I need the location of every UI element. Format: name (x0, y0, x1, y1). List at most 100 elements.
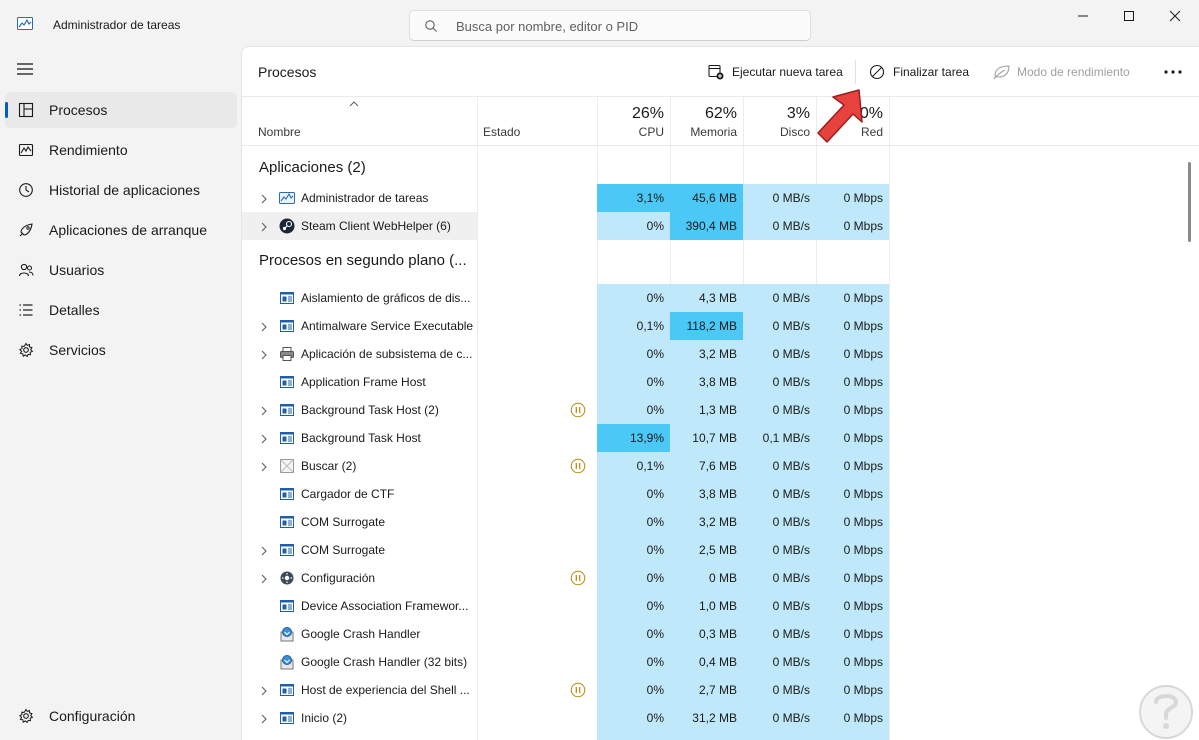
chevron-right-icon[interactable] (260, 349, 268, 360)
hamburger-menu-icon[interactable] (16, 62, 34, 76)
process-row[interactable]: Antimalware Service Executable 0,1% 118,2 … (242, 312, 1199, 340)
column-header-network[interactable]: 0% Red (816, 97, 889, 145)
sidebar-item-details[interactable]: Detalles (5, 292, 237, 328)
process-status-cell (477, 312, 597, 340)
process-name-cell[interactable]: Cargador de CTF (242, 480, 477, 508)
efficiency-mode-button[interactable]: Modo de rendimiento (993, 57, 1143, 87)
process-name-cell[interactable]: Application Frame Host (242, 368, 477, 396)
chevron-right-icon[interactable] (260, 545, 268, 556)
process-disk-value: 0 MB/s (743, 212, 816, 240)
column-header-cpu[interactable]: 26% CPU (597, 97, 670, 145)
process-row[interactable]: Aplicación de subsistema de c... 0% 3,2 MB… (242, 340, 1199, 368)
process-name-cell[interactable]: Device Association Framewor... (242, 592, 477, 620)
sidebar-item-users[interactable]: Usuarios (5, 252, 237, 288)
sidebar-item-app-history[interactable]: Historial de aplicaciones (5, 172, 237, 208)
process-name-cell[interactable]: Google Crash Handler (32 bits) (242, 648, 477, 676)
process-row[interactable]: Internet Information Services ... 0%5,0 M… (242, 732, 1199, 740)
process-name-cell[interactable]: Background Task Host (242, 424, 477, 452)
chevron-right-icon[interactable] (260, 685, 268, 696)
process-row[interactable]: Host de experiencia del Shell ... 0% 2,7 M… (242, 676, 1199, 704)
leaf-icon (993, 65, 1010, 80)
sidebar-item-services[interactable]: Servicios (5, 332, 237, 368)
process-name-cell[interactable]: Inicio (2) (242, 704, 477, 732)
chevron-right-icon[interactable] (260, 573, 268, 584)
process-row[interactable]: Application Frame Host 0% 3,8 MB 0 MB/s 0 Mb… (242, 368, 1199, 396)
process-name-cell[interactable]: Configuración (242, 564, 477, 592)
process-name-cell[interactable]: Google Crash Handler (242, 620, 477, 648)
more-options-icon[interactable] (1163, 69, 1183, 75)
process-disk-value: 0 MB/s (743, 564, 816, 592)
end-task-button[interactable]: Finalizar tarea (869, 57, 979, 87)
process-row[interactable]: Background Task Host 13,9% 10,7 MB 0,1 MB/s… (242, 424, 1199, 452)
process-disk-value: 0 MB/s (743, 508, 816, 536)
suspended-pause-icon (570, 402, 586, 418)
process-name-cell[interactable]: Aplicación de subsistema de c... (242, 340, 477, 368)
sort-ascending-icon (349, 101, 359, 107)
process-row[interactable]: Aislamiento de gráficos de dis... 0% 4,3 M… (242, 284, 1199, 312)
process-row[interactable]: Google Crash Handler 0% 0,3 MB 0 MB/s 0 Mbps (242, 620, 1199, 648)
process-disk-value: 0 MB/s (743, 536, 816, 564)
sidebar-item-startup-apps[interactable]: Aplicaciones de arranque (5, 212, 237, 248)
run-new-task-button[interactable]: Ejecutar nueva tarea (708, 57, 848, 87)
process-status-cell (477, 704, 597, 732)
search-input[interactable]: Busca por nombre, editor o PID (456, 19, 639, 34)
group-label: Aplicaciones (2) (259, 159, 366, 176)
suspended-pause-icon (570, 682, 586, 698)
sidebar-item-settings[interactable]: Configuración (5, 698, 237, 734)
process-net-value: 0 Mbps (816, 592, 889, 620)
process-name-cell[interactable]: Background Task Host (2) (242, 396, 477, 424)
chevron-right-icon[interactable] (260, 713, 268, 724)
process-mem-value: 0 MB (670, 564, 743, 592)
process-name-cell[interactable]: Antimalware Service Executable (242, 312, 477, 340)
chevron-right-icon[interactable] (260, 405, 268, 416)
process-name-cell[interactable]: Internet Information Services ... (242, 732, 477, 740)
process-row[interactable]: Cargador de CTF 0% 3,8 MB 0 MB/s 0 Mbps (242, 480, 1199, 508)
process-name-cell[interactable]: Buscar (2) (242, 452, 477, 480)
chevron-right-icon[interactable] (260, 193, 268, 204)
maximize-button[interactable] (1106, 0, 1152, 32)
column-header-status[interactable]: Estado (477, 97, 597, 145)
process-row[interactable]: Steam Client WebHelper (6) 0% 390,4 MB 0 MB… (242, 212, 1199, 240)
search-box[interactable]: Busca por nombre, editor o PID (409, 10, 811, 41)
process-cpu-value: 0% (597, 648, 670, 676)
scrollbar-thumb[interactable] (1188, 162, 1191, 242)
chevron-right-icon[interactable] (260, 461, 268, 472)
process-cpu-value: 0% (597, 704, 670, 732)
process-row[interactable]: Background Task Host (2) 0% 1,3 MB 0 MB/s 0 … (242, 396, 1199, 424)
chevron-right-icon[interactable] (260, 321, 268, 332)
chevron-right-icon[interactable] (260, 433, 268, 444)
process-name-cell[interactable]: Aislamiento de gráficos de dis... (242, 284, 477, 312)
process-name: Administrador de tareas (301, 191, 429, 205)
process-disk-value: 0 MB/s (743, 368, 816, 396)
process-row[interactable]: Buscar (2) 0,1% 7,6 MB 0 MB/s 0 Mbps (242, 452, 1199, 480)
process-name-cell[interactable]: COM Surrogate (242, 508, 477, 536)
column-header-memory[interactable]: 62% Memoria (670, 97, 743, 145)
process-name-cell[interactable]: Host de experiencia del Shell ... (242, 676, 477, 704)
process-row[interactable]: Device Association Framewor... 0% 1,0 MB 0 … (242, 592, 1199, 620)
process-row[interactable]: Configuración 0% 0 MB 0 MB/s 0 Mbps (242, 564, 1199, 592)
process-name-cell[interactable]: Administrador de tareas (242, 184, 477, 212)
process-row[interactable]: COM Surrogate 0% 3,2 MB 0 MB/s 0 Mbps (242, 508, 1199, 536)
column-header-name[interactable]: Nombre (242, 97, 477, 145)
process-row[interactable]: COM Surrogate 0% 2,5 MB 0 MB/s 0 Mbps (242, 536, 1199, 564)
sidebar-item-performance[interactable]: Rendimiento (5, 132, 237, 168)
process-mem-value: 3,2 MB (670, 508, 743, 536)
process-row[interactable]: Google Crash Handler (32 bits) 0% 0,4 MB 0 … (242, 648, 1199, 676)
process-row[interactable]: Administrador de tareas 3,1% 45,6 MB 0 MB/s… (242, 184, 1199, 212)
chevron-right-icon[interactable] (260, 221, 268, 232)
process-name: COM Surrogate (301, 515, 386, 529)
process-row[interactable]: Inicio (2) 0% 31,2 MB 0 MB/s 0 Mbps (242, 704, 1199, 732)
process-net-value: 0 Mbps (816, 480, 889, 508)
sidebar-item-label: Rendimiento (49, 142, 128, 158)
minimize-button[interactable] (1060, 0, 1106, 32)
close-button[interactable] (1152, 0, 1198, 32)
process-name-cell[interactable]: COM Surrogate (242, 536, 477, 564)
column-header-disk[interactable]: 3% Disco (743, 97, 816, 145)
group-empty-cell (670, 146, 743, 184)
gear-icon (18, 708, 34, 724)
process-disk-value: 0 MB/s (743, 340, 816, 368)
process-cpu-value: 0% (597, 676, 670, 704)
process-name-cell[interactable]: Steam Client WebHelper (6) (242, 212, 477, 240)
process-mem-value: 31,2 MB (670, 704, 743, 732)
sidebar-item-processes[interactable]: Procesos (5, 92, 237, 128)
